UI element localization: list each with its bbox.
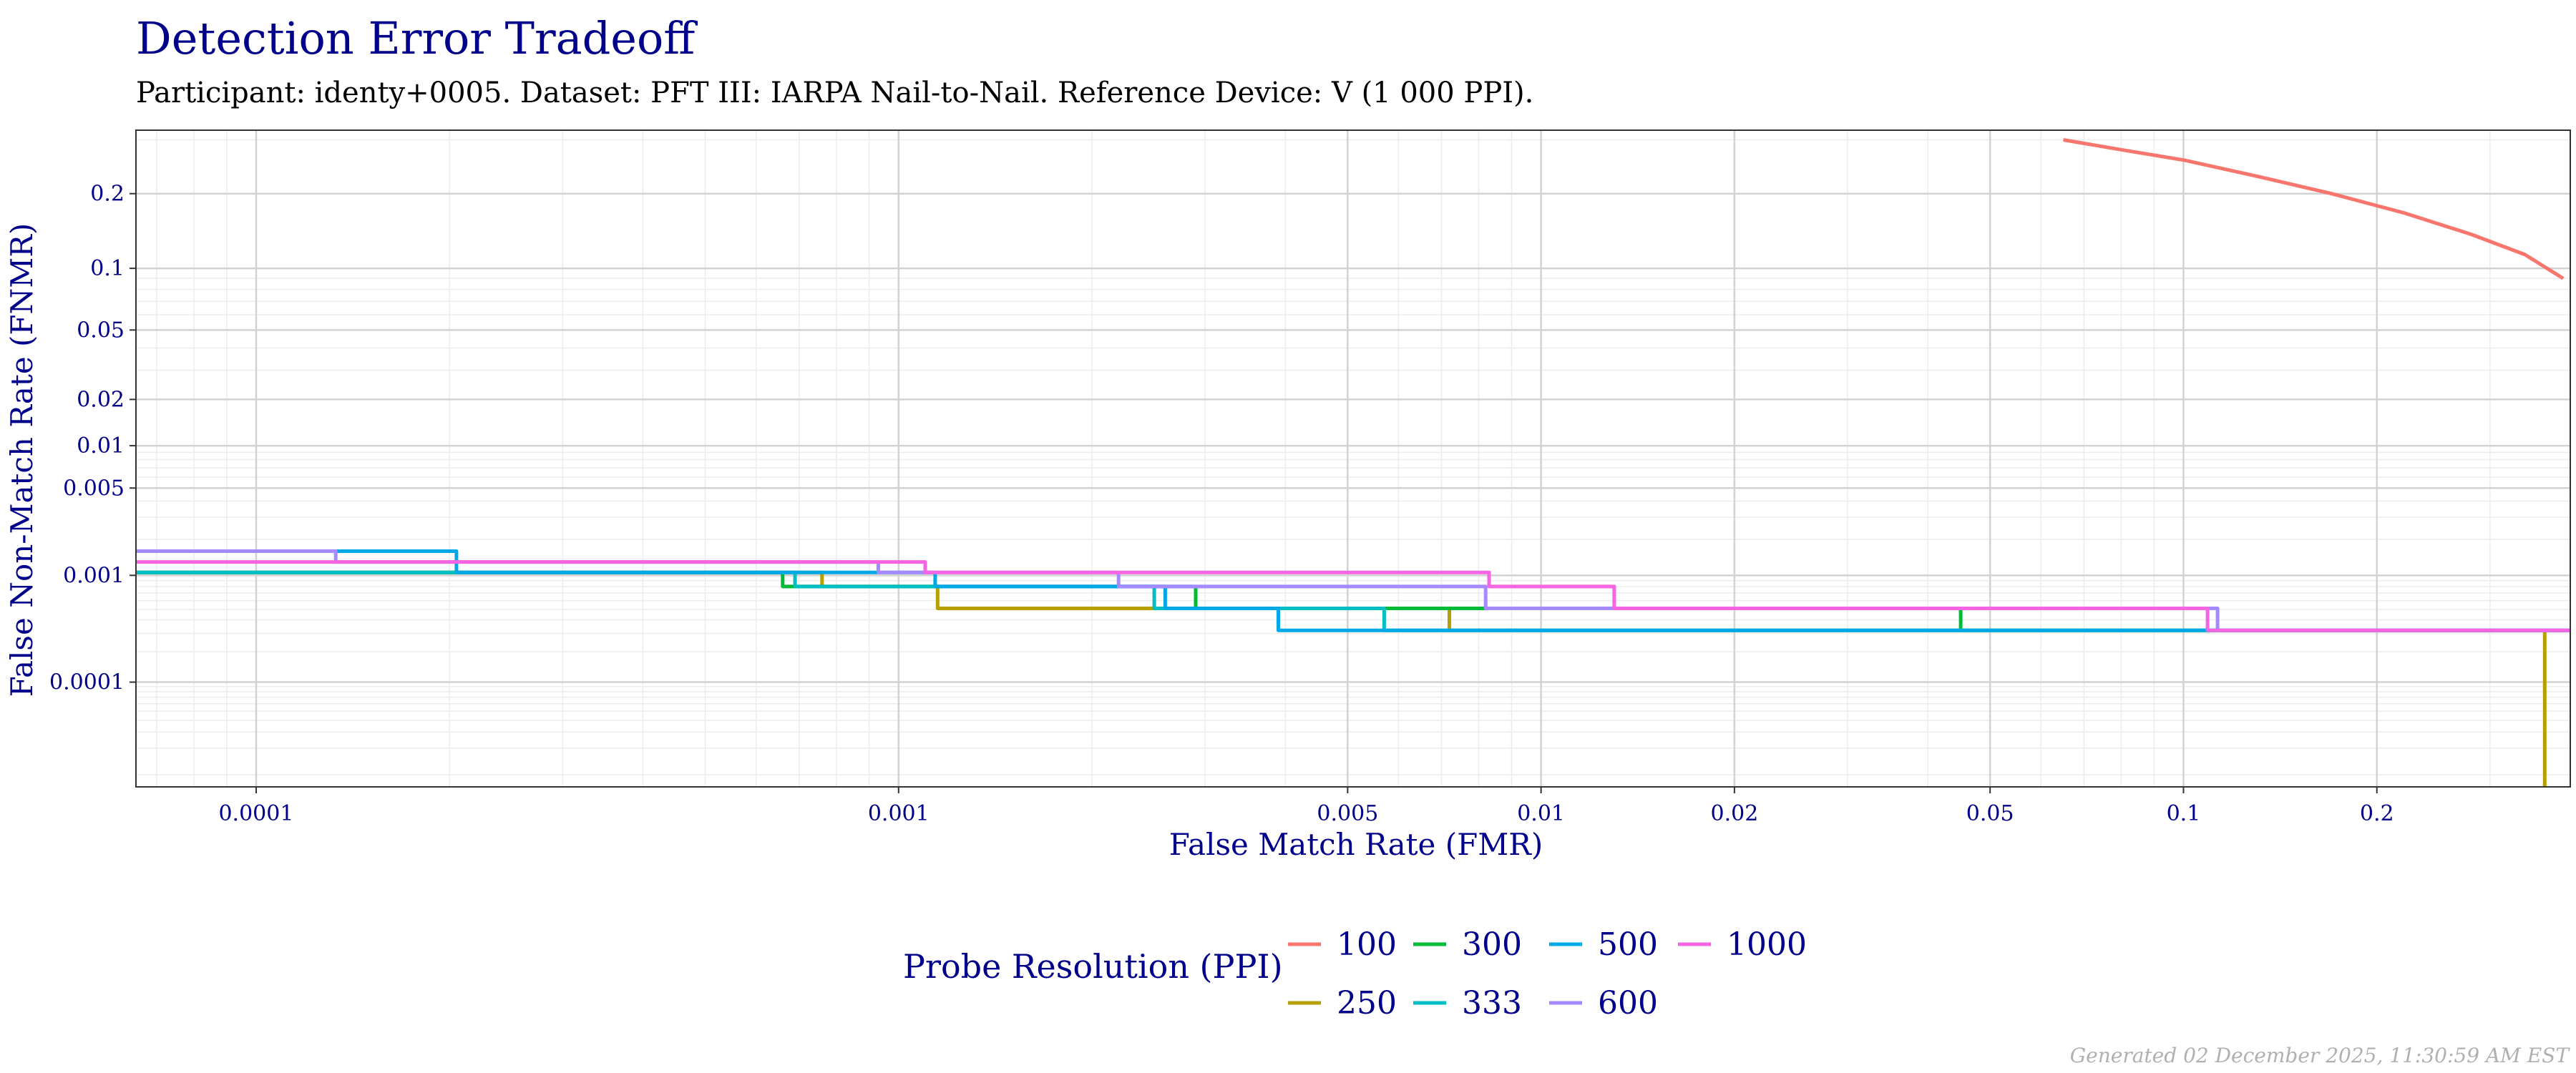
legend-item-1000: 1000: [1678, 926, 1807, 963]
y-tick-label: 0.0001: [49, 670, 125, 695]
y-tick-label: 0.02: [77, 387, 125, 412]
x-axis-title: False Match Rate (FMR): [1169, 827, 1543, 862]
legend-label-333: 333: [1462, 985, 1522, 1021]
legend-item-333: 333: [1413, 985, 1522, 1021]
legend-item-250: 250: [1288, 985, 1397, 1021]
series-line-300: [136, 570, 2570, 632]
x-tick-label: 0.001: [868, 801, 930, 826]
legend-label-500: 500: [1598, 926, 1658, 963]
y-tick-label: 0.005: [63, 476, 125, 501]
legend-item-300: 300: [1413, 926, 1522, 963]
legend-label-600: 600: [1598, 985, 1658, 1021]
plot-panel-border: [135, 129, 2571, 788]
y-tick-label: 0.05: [77, 318, 125, 343]
legend-label-1000: 1000: [1727, 926, 1807, 963]
legend-item-500: 500: [1549, 926, 1658, 963]
x-tick-label: 0.01: [1517, 801, 1565, 826]
y-tick-label: 0.001: [63, 563, 125, 588]
legend-item-100: 100: [1288, 926, 1397, 963]
y-axis-title: False Non-Match Rate (FNMR): [4, 223, 39, 697]
series-line-100: [2063, 138, 2565, 280]
y-tick-label: 0.2: [90, 182, 125, 207]
series-line-600: [136, 549, 2570, 632]
legend: Probe Resolution (PPI) 100 250 300 333 500 60…: [903, 926, 1807, 1021]
x-tick-label: 0.1: [2167, 801, 2201, 826]
legend-label-250: 250: [1337, 985, 1397, 1021]
legend-label-300: 300: [1462, 926, 1522, 963]
grid: [136, 130, 2571, 787]
series-line-1000: [136, 560, 2570, 632]
legend-item-600: 600: [1549, 985, 1658, 1021]
x-tick-label: 0.2: [2360, 801, 2394, 826]
y-axis-ticks: 0.2 0.1 0.05 0.02 0.01 0.005 0.001 0.0001: [49, 182, 136, 695]
generated-footer: Generated 02 December 2025, 11:30:59 AM …: [2070, 1044, 2571, 1067]
chart-title: Detection Error Tradeoff: [136, 12, 698, 64]
legend-items: 100 250 300 333 500 600 1000: [1288, 926, 1807, 1021]
legend-title: Probe Resolution (PPI): [903, 947, 1283, 986]
chart-subtitle: Participant: identy+0005. Dataset: PFT I…: [136, 77, 1533, 109]
y-tick-label: 0.01: [77, 433, 125, 459]
x-tick-label: 0.0001: [218, 801, 293, 826]
x-tick-label: 0.005: [1317, 801, 1378, 826]
series-line-333: [136, 570, 2570, 632]
legend-label-100: 100: [1337, 926, 1397, 963]
y-tick-label: 0.1: [90, 256, 125, 281]
x-axis-ticks: 0.0001 0.001 0.005 0.01 0.02 0.05 0.1 0.2: [218, 787, 2394, 826]
x-tick-label: 0.02: [1711, 801, 1759, 826]
series-lines: [136, 138, 2570, 787]
x-tick-label: 0.05: [1966, 801, 2014, 826]
